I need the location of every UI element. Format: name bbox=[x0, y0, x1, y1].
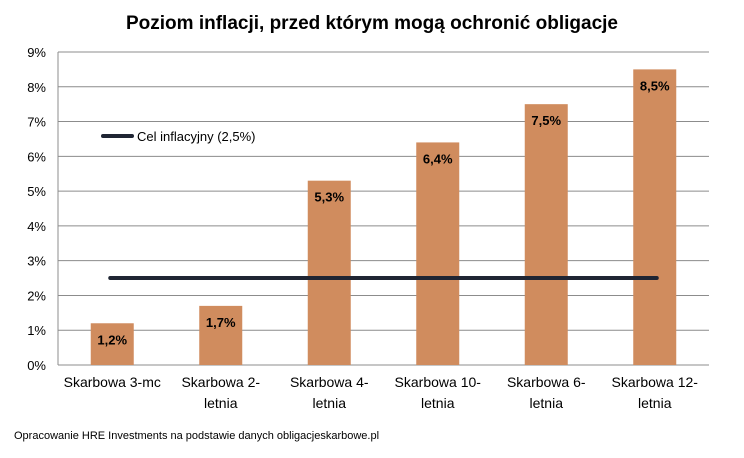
x-tick-label: letnia bbox=[638, 395, 672, 411]
y-tick-label: 3% bbox=[27, 254, 46, 269]
y-tick-label: 1% bbox=[27, 323, 46, 338]
bar bbox=[633, 69, 677, 365]
data-label: 1,2% bbox=[97, 332, 127, 347]
y-tick-label: 2% bbox=[27, 288, 46, 303]
y-tick-label: 0% bbox=[27, 358, 46, 373]
x-tick-label: letnia bbox=[313, 395, 347, 411]
legend-label: Cel inflacyjny (2,5%) bbox=[137, 129, 256, 144]
x-tick-label: letnia bbox=[204, 395, 238, 411]
y-tick-label: 9% bbox=[27, 45, 46, 60]
legend: Cel inflacyjny (2,5%) bbox=[101, 129, 256, 144]
bar bbox=[199, 305, 243, 365]
x-tick-label: Skarbowa 4- bbox=[290, 374, 369, 390]
bar bbox=[307, 180, 351, 365]
x-axis-categories: Skarbowa 3-mc Skarbowa 2- letnia Skarbowa 4… bbox=[64, 374, 699, 411]
y-tick-label: 8% bbox=[27, 80, 46, 95]
data-label: 8,5% bbox=[640, 78, 670, 93]
x-tick-label: Skarbowa 12- bbox=[612, 374, 699, 390]
y-tick-label: 5% bbox=[27, 184, 46, 199]
source-note: Opracowanie HRE Investments na podstawie… bbox=[14, 430, 380, 442]
data-label: 5,3% bbox=[314, 190, 344, 205]
data-label: 6,4% bbox=[423, 151, 453, 166]
x-tick-label: letnia bbox=[530, 395, 564, 411]
bar bbox=[90, 323, 134, 365]
x-tick-label: Skarbowa 6- bbox=[507, 374, 586, 390]
data-label: 7,5% bbox=[531, 113, 561, 128]
data-labels: 1,2% 1,7% 5,3% 6,4% 7,5% 8,5% bbox=[97, 78, 670, 347]
bar bbox=[524, 104, 568, 366]
x-tick-label: Skarbowa 2- bbox=[181, 374, 260, 390]
gridlines bbox=[57, 51, 709, 366]
bars bbox=[90, 69, 677, 366]
x-tick-label: letnia bbox=[421, 395, 455, 411]
y-tick-label: 7% bbox=[27, 115, 46, 130]
chart-title: Poziom inflacji, przed którym mogą ochro… bbox=[126, 13, 618, 34]
bar bbox=[416, 142, 460, 365]
y-tick-label: 6% bbox=[27, 149, 46, 164]
data-label: 1,7% bbox=[206, 315, 236, 330]
x-tick-label: Skarbowa 10- bbox=[395, 374, 482, 390]
x-tick-label: Skarbowa 3-mc bbox=[64, 374, 161, 390]
y-axis-ticks: 0% 1% 2% 3% 4% 5% 6% 7% 8% 9% bbox=[27, 45, 46, 373]
y-tick-label: 4% bbox=[27, 219, 46, 234]
